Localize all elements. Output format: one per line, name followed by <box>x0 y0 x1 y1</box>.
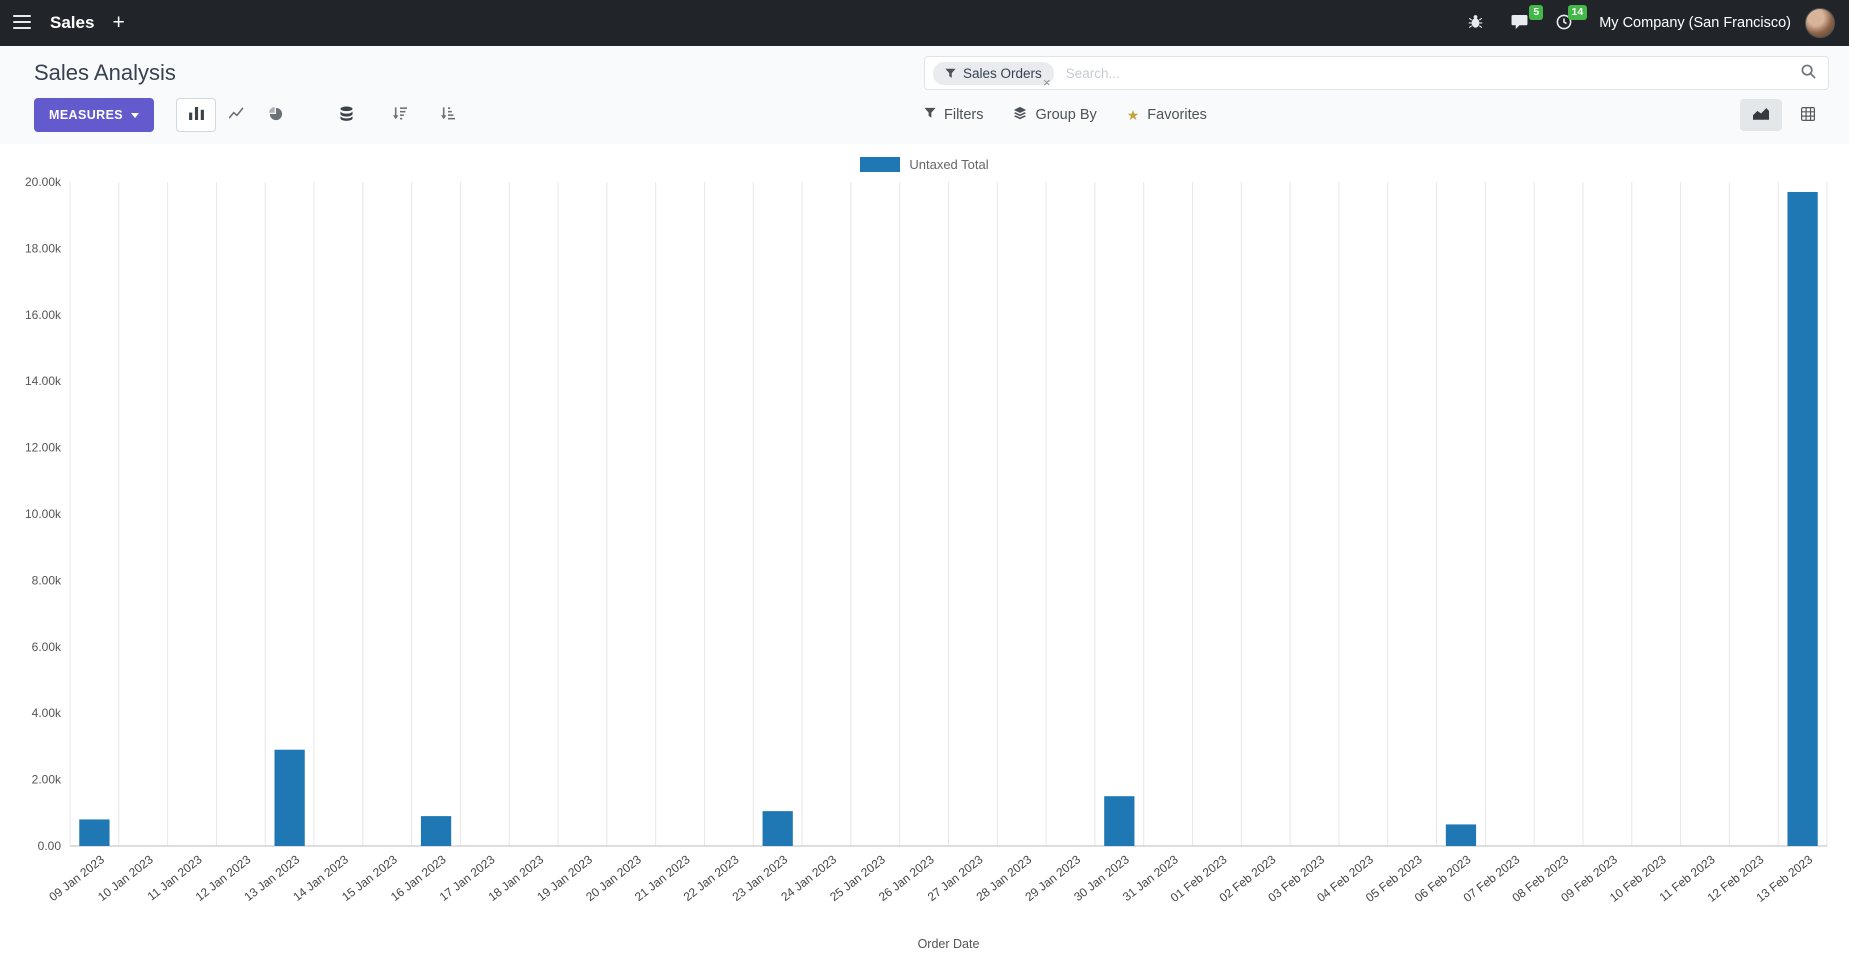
sort-asc-icon <box>441 107 456 123</box>
svg-text:Order Date: Order Date <box>918 937 980 951</box>
legend-label: Untaxed Total <box>909 157 989 172</box>
layers-icon <box>1013 106 1027 124</box>
app-menu-sales[interactable]: Sales <box>44 0 100 46</box>
search-facet-label: Sales Orders <box>963 65 1042 81</box>
search-options: Filters Group By ★ Favorites <box>924 99 1829 131</box>
bug-icon <box>1468 14 1483 32</box>
favorites-label: Favorites <box>1147 107 1207 123</box>
pie-chart-button[interactable] <box>256 98 296 132</box>
pie-chart-icon <box>269 106 283 124</box>
bar-chart[interactable]: 0.00 2.00k 4.00k 6.00k 8.00k 10.00k 12.00k 14.0… <box>0 174 1849 958</box>
debug-button[interactable] <box>1455 0 1496 46</box>
stacked-toggle-button[interactable] <box>326 98 366 132</box>
graph-view: Untaxed Total 0.00 2.00k 4.00k 6.00k 8.00k 10… <box>0 144 1849 958</box>
measures-label: MEASURES <box>49 108 124 122</box>
group-by-button[interactable]: Group By <box>1013 106 1097 124</box>
messages-badge: 5 <box>1529 5 1544 20</box>
user-avatar[interactable] <box>1805 8 1835 38</box>
sort-desc-icon <box>393 107 408 123</box>
pivot-grid-icon <box>1800 106 1816 124</box>
activities-button[interactable]: 14 <box>1543 0 1588 46</box>
svg-text:0.00: 0.00 <box>38 839 62 853</box>
svg-text:14.00k: 14.00k <box>25 374 62 388</box>
area-chart-icon <box>1753 107 1769 123</box>
sort-descending-button[interactable] <box>380 98 420 132</box>
search-input[interactable] <box>1053 64 1801 82</box>
messages-button[interactable]: 5 <box>1498 0 1544 46</box>
line-chart-icon <box>228 107 244 123</box>
facet-remove-button[interactable]: × <box>1043 75 1051 90</box>
view-switcher <box>1740 99 1829 131</box>
activities-badge: 14 <box>1567 5 1588 20</box>
menu-toggle-button[interactable] <box>0 0 44 46</box>
graph-view-button[interactable] <box>1740 99 1782 131</box>
search-bar: Sales Orders × <box>924 56 1829 90</box>
measures-dropdown[interactable]: MEASURES <box>34 98 155 132</box>
filters-funnel-icon <box>924 107 936 123</box>
stacked-database-icon <box>340 106 353 124</box>
svg-text:8.00k: 8.00k <box>32 573 62 587</box>
search-icon <box>1801 64 1816 82</box>
toolbar-row: MEASURES <box>20 92 1829 144</box>
bar-chart-icon <box>188 107 204 123</box>
pivot-view-button[interactable] <box>1787 99 1829 131</box>
navbar-left: Sales + <box>0 0 137 46</box>
svg-text:4.00k: 4.00k <box>32 706 62 720</box>
svg-text:12.00k: 12.00k <box>25 441 62 455</box>
svg-text:10.00k: 10.00k <box>25 507 62 521</box>
company-switcher[interactable]: My Company (San Francisco) <box>1587 0 1803 46</box>
legend-swatch <box>860 157 901 172</box>
breadcrumb-row: Sales Analysis Sales Orders × <box>20 46 1829 92</box>
bar-chart-button[interactable] <box>176 98 217 132</box>
search-facet[interactable]: Sales Orders <box>933 61 1054 85</box>
top-navbar: Sales + 5 14 My Company (San Francisco) <box>0 0 1849 46</box>
line-chart-button[interactable] <box>216 98 256 132</box>
clock-icon <box>1556 14 1572 33</box>
chart-legend: Untaxed Total <box>0 144 1849 174</box>
navbar-systray: 5 14 My Company (San Francisco) <box>1455 0 1835 46</box>
control-panel: Sales Analysis Sales Orders × MEASURES <box>0 46 1849 144</box>
svg-text:16.00k: 16.00k <box>25 308 62 322</box>
group-by-label: Group By <box>1035 107 1097 123</box>
svg-text:6.00k: 6.00k <box>32 640 62 654</box>
favorites-button[interactable]: ★ Favorites <box>1127 107 1207 123</box>
filter-funnel-icon <box>945 68 956 79</box>
star-icon: ★ <box>1126 107 1140 123</box>
filters-button[interactable]: Filters <box>924 107 983 123</box>
sort-ascending-button[interactable] <box>428 98 468 132</box>
svg-text:20.00k: 20.00k <box>25 175 62 189</box>
graph-toolbar: MEASURES <box>34 98 924 132</box>
svg-text:2.00k: 2.00k <box>32 773 62 787</box>
svg-text:18.00k: 18.00k <box>25 241 62 255</box>
filters-label: Filters <box>944 107 984 123</box>
chat-bubble-icon <box>1511 14 1528 32</box>
page-title: Sales Analysis <box>34 60 176 85</box>
search-button[interactable] <box>1801 64 1816 82</box>
caret-down-icon <box>131 112 140 118</box>
hamburger-icon <box>13 14 31 32</box>
new-tab-button[interactable]: + <box>100 0 136 46</box>
